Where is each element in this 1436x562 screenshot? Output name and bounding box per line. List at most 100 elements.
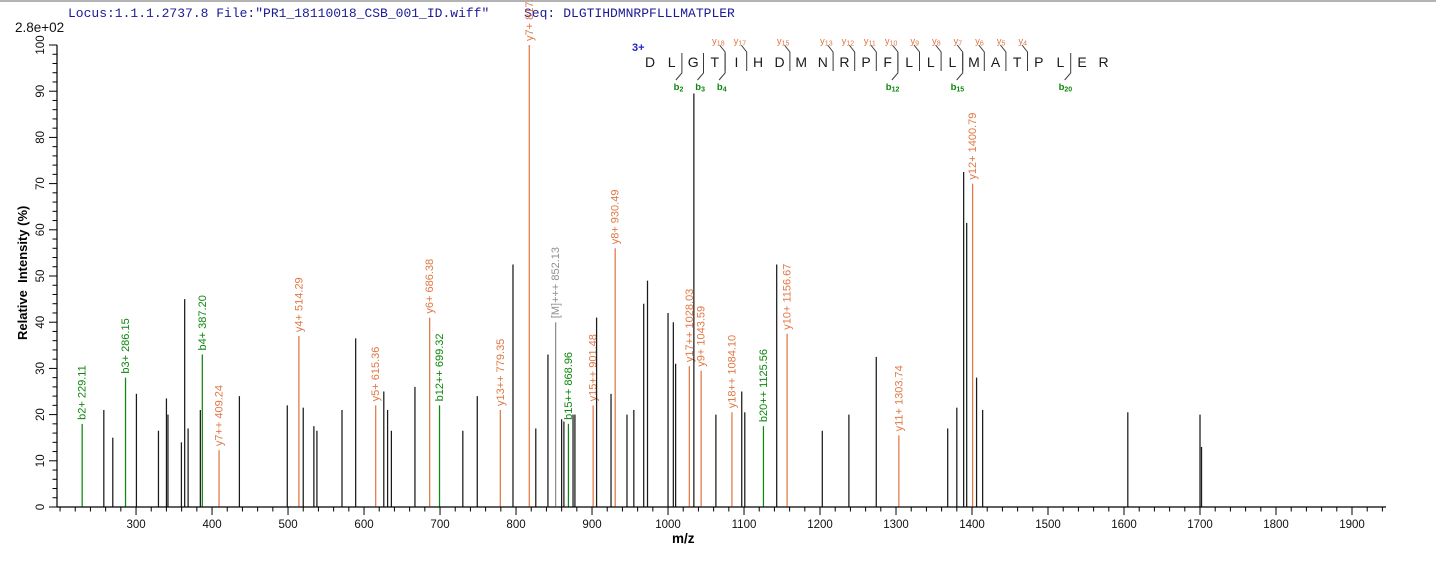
- peak-label: y13++ 779.35: [495, 339, 507, 406]
- y-ion-mark: [892, 44, 899, 71]
- sequence-residue: I: [734, 54, 738, 70]
- sequence-header: Seq: DLGTIHDMNRPFLLLMATPLER: [524, 6, 735, 21]
- b-ion-mark: [718, 53, 726, 81]
- y-ion-label: y4: [1018, 36, 1027, 48]
- x-tick-label: 700: [430, 519, 449, 531]
- y-tick-label: 0: [35, 504, 47, 510]
- y-ion-label: y15: [777, 36, 790, 48]
- sequence-residue: M: [968, 54, 980, 70]
- b-ion-mark: [891, 53, 899, 81]
- peak-label: b15++ 868.96: [563, 352, 575, 420]
- x-tick-label: 600: [354, 519, 373, 531]
- peak-label: b20++ 1125.56: [758, 349, 770, 422]
- x-tick-label: 1100: [732, 519, 757, 531]
- x-tick-label: 1700: [1187, 519, 1213, 531]
- peak-label: y12+ 1400.79: [967, 113, 979, 180]
- peak-label: b4+ 387.20: [197, 295, 209, 350]
- sequence-residue: R: [1099, 54, 1109, 70]
- sequence-residue: T: [1013, 54, 1022, 70]
- y-tick-label: 70: [35, 177, 47, 190]
- sequence-residue: G: [688, 54, 699, 70]
- x-tick-label: 1600: [1111, 519, 1137, 531]
- peak-label: y7+ 817.43: [524, 0, 536, 41]
- y-ion-mark: [913, 44, 920, 71]
- sequence-residue: P: [861, 54, 870, 70]
- x-tick-label: 400: [202, 519, 221, 531]
- peak-label: y6+ 686.38: [424, 259, 436, 314]
- x-tick-label: 1900: [1339, 519, 1365, 531]
- seq-label: Seq:: [524, 6, 556, 21]
- b-ion-label: b15: [951, 82, 965, 94]
- sequence-residue: L: [905, 54, 913, 70]
- sequence-residue: H: [753, 54, 763, 70]
- b-ion-mark: [697, 53, 704, 81]
- peak-label: y11+ 1303.74: [893, 365, 905, 431]
- x-tick-label: 1800: [1263, 519, 1289, 531]
- peak-label: y9+ 1043.59: [696, 306, 708, 367]
- y-tick-label: 10: [35, 454, 47, 467]
- peak-label: y7++ 409.24: [214, 385, 226, 446]
- x-tick-label: 1500: [1035, 519, 1061, 531]
- x-tick-label: 1400: [959, 519, 985, 531]
- b-ion-mark: [1064, 53, 1072, 81]
- peak-label: y15++ 901.48: [588, 334, 600, 401]
- y-ion-label: y9: [910, 36, 919, 48]
- y-ion-label: y17: [734, 36, 747, 48]
- y-tick-label: 40: [35, 316, 47, 329]
- peak-label: y5+ 615.36: [370, 347, 382, 402]
- y-ion-label: y7: [954, 36, 963, 48]
- y-ion-mark: [1000, 44, 1007, 71]
- b-ion-label: b3: [695, 82, 705, 94]
- y-tick-label: 90: [35, 85, 47, 98]
- x-tick-label: 500: [278, 519, 297, 531]
- x-tick-label: 1200: [807, 519, 833, 531]
- y-ion-label: y11: [864, 36, 876, 48]
- sequence-residue: A: [991, 54, 1001, 70]
- seq-value: DLGTIHDMNRPFLLLMATPLER: [563, 6, 735, 21]
- b-ion-label: b12: [886, 82, 900, 94]
- y-tick-label: 50: [35, 270, 47, 283]
- y-ion-mark: [1021, 44, 1028, 71]
- y-ion-mark: [870, 44, 877, 71]
- y-ion-mark: [956, 44, 964, 71]
- y-tick-label: 100: [35, 35, 47, 54]
- y-ion-mark: [935, 44, 942, 71]
- y-ion-label: y13: [820, 36, 833, 48]
- sequence-residue: D: [775, 54, 785, 70]
- y-ion-label: y5: [997, 36, 1006, 48]
- b-ion-mark: [956, 53, 964, 81]
- y-tick-label: 20: [35, 408, 47, 421]
- x-tick-label: 1300: [883, 519, 909, 531]
- y-ion-label: y10: [885, 36, 898, 48]
- peak-label: y17++ 1028.03: [684, 289, 696, 362]
- y-ion-mark: [719, 44, 726, 71]
- b-ion-label: b4: [717, 82, 727, 94]
- y-ion-label: y12: [842, 36, 855, 48]
- peak-label: y4+ 514.29: [293, 277, 305, 332]
- b-ion-label: b20: [1059, 82, 1073, 94]
- y-ion-mark: [827, 44, 834, 71]
- y-tick-label: 80: [35, 131, 47, 144]
- peak-label: [M]+++ 852.13: [550, 247, 562, 318]
- x-tick-label: 800: [506, 519, 525, 531]
- sequence-residue: E: [1077, 54, 1086, 70]
- sequence-residue: R: [839, 54, 849, 70]
- x-tick-label: 900: [582, 519, 601, 531]
- y-ion-mark: [978, 44, 985, 71]
- base-peak-intensity: 2.8e+02: [15, 20, 65, 35]
- y-ion-label: y8: [932, 36, 941, 48]
- peak-label: y8+ 930.49: [610, 190, 622, 245]
- peak-label: y18++ 1084.10: [726, 335, 738, 408]
- sequence-residue: N: [818, 54, 828, 70]
- peak-label: b3+ 286.15: [120, 318, 132, 373]
- b-ion-label: b2: [674, 82, 684, 94]
- sequence-residue: T: [711, 54, 720, 70]
- locus-file-header: Locus:1.1.1.2737.8 File:"PR1_18110018_CS…: [68, 6, 490, 21]
- x-tick-label: 1000: [655, 519, 681, 531]
- precursor-charge: 3+: [632, 42, 645, 54]
- b-ion-mark: [675, 53, 683, 81]
- y-ion-mark: [784, 44, 791, 71]
- sequence-residue: P: [1034, 54, 1043, 70]
